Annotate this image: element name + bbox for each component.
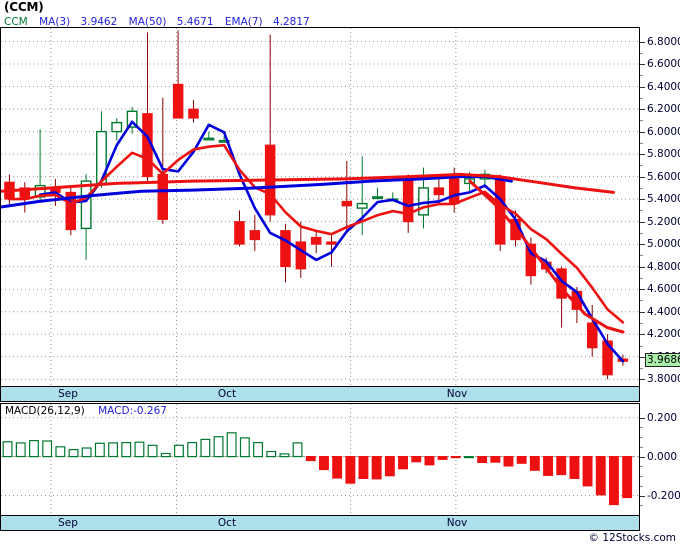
price-tick-mark <box>640 176 645 178</box>
price-tick-label: 6.8000 <box>647 35 680 48</box>
price-tick-mark-minor <box>640 52 643 54</box>
price-tick-mark-minor <box>640 277 643 279</box>
price-tick-mark <box>640 41 645 43</box>
price-tick-mark-minor <box>640 75 643 77</box>
price-tick-mark-minor <box>640 368 643 369</box>
price-tick-mark <box>640 379 645 381</box>
macd-legend: MACD(26,12,9) MACD:-0.267 <box>5 405 167 417</box>
macd-chart-svg <box>1 404 639 515</box>
price-tick-label: 5.6000 <box>647 170 680 183</box>
price-tick-mark <box>640 334 645 336</box>
macd-tick-mark-minor <box>640 476 643 478</box>
month-label: Sep <box>58 388 78 400</box>
price-tick-mark <box>640 356 645 358</box>
price-tick-mark-minor <box>640 300 643 302</box>
price-tick-mark-minor <box>640 210 643 212</box>
legend-ma3-label: MA(3) <box>39 16 71 28</box>
legend-ema7-label: EMA(7) <box>224 16 263 28</box>
month-label: Oct <box>217 517 237 529</box>
legend-ema7-value: 4.2817 <box>272 16 310 28</box>
price-tick-mark-minor <box>640 97 643 99</box>
price-tick-label: 5.0000 <box>647 238 680 251</box>
macd-tick-mark-minor <box>640 485 643 487</box>
price-tick-mark <box>640 86 645 88</box>
price-tick-mark-minor <box>640 345 643 347</box>
legend-ma3-value: 3.9462 <box>80 16 118 28</box>
price-legend: CCM MA(3) 3.9462 MA(50) 5.4671 EMA(7) 4.… <box>0 15 680 30</box>
macd-legend-name: MACD(26,12,9) <box>5 405 85 417</box>
price-tick-mark-minor <box>640 187 643 189</box>
macd-y-axis: 0.200 0.000 -0.200 <box>640 403 680 516</box>
macd-tick-mark-minor <box>640 505 643 507</box>
price-tick-mark-minor <box>640 142 643 144</box>
copyright-credit: © 12Stocks.com <box>588 532 677 544</box>
macd-month-axis: Sep Oct Nov <box>0 516 640 531</box>
macd-tick-mark <box>640 495 645 497</box>
price-tick-mark <box>640 289 645 291</box>
macd-tick-mark <box>640 456 645 458</box>
price-tick-label: 5.4000 <box>647 193 680 206</box>
month-label: Nov <box>446 388 468 400</box>
macd-tick-mark-minor <box>640 446 643 448</box>
price-tick-mark <box>640 199 645 201</box>
price-tick-mark <box>640 154 645 156</box>
macd-chart-panel[interactable]: MACD(26,12,9) MACD:-0.267 <box>0 403 640 516</box>
macd-tick-mark-minor <box>640 427 643 429</box>
price-chart-svg <box>1 28 639 386</box>
legend-ma50-value: 5.4671 <box>176 16 214 28</box>
price-tick-mark-minor <box>640 165 643 167</box>
month-label: Sep <box>58 517 78 529</box>
legend-ma50-label: MA(50) <box>128 16 167 28</box>
price-tick-label: 6.6000 <box>647 58 680 70</box>
price-tick-label: 5.8000 <box>647 148 680 161</box>
price-tick-mark <box>640 244 645 246</box>
month-label: Nov <box>446 517 468 529</box>
price-month-axis: Sep Oct Nov <box>0 387 640 402</box>
price-tick-mark <box>640 131 645 133</box>
price-tick-mark <box>640 109 645 111</box>
price-chart-panel[interactable] <box>0 27 640 387</box>
last-price-tag: 3.9686 <box>645 353 680 368</box>
price-tick-mark-minor <box>640 120 643 122</box>
price-tick-mark-minor <box>640 255 643 257</box>
macd-tick-label: 0.200 <box>647 411 678 424</box>
price-tick-mark <box>640 221 645 223</box>
macd-tick-mark <box>640 417 645 419</box>
page-title: (CCM) <box>4 0 44 14</box>
macd-legend-value: MACD:-0.267 <box>98 405 167 417</box>
legend-symbol: CCM <box>4 16 28 28</box>
macd-tick-mark-minor <box>640 437 643 439</box>
month-label: Oct <box>217 388 237 400</box>
price-tick-label: 4.6000 <box>647 283 680 296</box>
price-tick-mark-minor <box>640 232 643 234</box>
price-tick-label: 4.8000 <box>647 260 680 273</box>
price-tick-mark <box>640 64 645 65</box>
price-tick-label: 4.4000 <box>647 305 680 318</box>
macd-tick-label: -0.200 <box>647 489 680 502</box>
price-tick-label: 6.0000 <box>647 125 680 138</box>
price-tick-label: 3.8000 <box>647 373 680 386</box>
price-tick-mark-minor <box>640 323 643 324</box>
price-tick-mark <box>640 311 645 313</box>
macd-tick-label: 0.000 <box>647 450 678 463</box>
price-tick-label: 6.4000 <box>647 80 680 93</box>
price-tick-mark <box>640 266 645 268</box>
macd-tick-mark-minor <box>640 466 643 468</box>
